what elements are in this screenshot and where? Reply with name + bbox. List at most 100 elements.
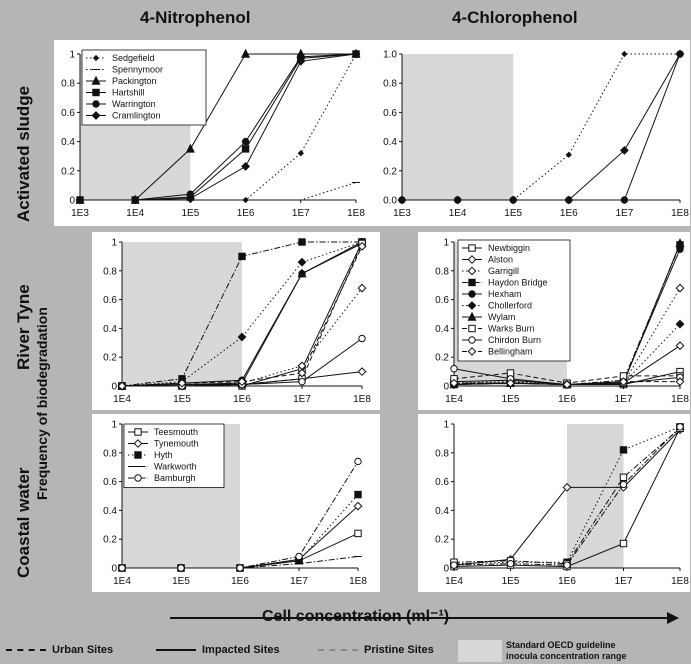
y-tick-label: 1 bbox=[111, 238, 117, 249]
legend-label: Hyth bbox=[154, 450, 173, 460]
legend-label: Sedgefield bbox=[112, 53, 155, 63]
legend-label: Newbiggin bbox=[488, 243, 530, 253]
y-tick-label: 0.2 bbox=[103, 353, 117, 364]
x-tick-label: 1E7 bbox=[615, 394, 633, 405]
series-line bbox=[453, 427, 681, 565]
legend-marker bbox=[134, 474, 142, 482]
data-point bbox=[675, 341, 685, 351]
series-line bbox=[121, 241, 363, 387]
data-point bbox=[675, 319, 685, 329]
data-point bbox=[117, 381, 127, 391]
x-tick-label: 1E5 bbox=[502, 394, 520, 405]
x-tick-label: 1E8 bbox=[349, 576, 367, 587]
data-point bbox=[563, 561, 571, 569]
plot-river-tyne-nitrophenol: 0 0.2 0.4 0.6 0.8 1 1E4 1E5 1E6 1E7 1E8 bbox=[103, 238, 371, 406]
x-tick-label: 1E7 bbox=[292, 208, 310, 219]
data-point bbox=[295, 552, 303, 561]
data-point bbox=[675, 238, 685, 248]
data-point bbox=[236, 564, 244, 572]
y-tick-label: 0.2 bbox=[103, 535, 117, 546]
data-point bbox=[676, 50, 684, 58]
data-point bbox=[354, 529, 362, 538]
data-point bbox=[565, 196, 573, 204]
panel-activated-sludge-chlorophenol: 0.0 0.2 0.4 0.6 0.8 1.0 1E3 1E4 1E5 1E6 1E7 1E8 bbox=[372, 40, 690, 226]
x-tick-label: 1E6 bbox=[558, 576, 576, 587]
series-line bbox=[453, 426, 681, 566]
legend-label: Spennymoor bbox=[112, 65, 163, 75]
legend-marker bbox=[468, 336, 476, 344]
data-point bbox=[118, 564, 126, 572]
y-tick-label: 0.2 bbox=[383, 166, 397, 177]
row-label-coastal-water: Coastal water bbox=[14, 467, 33, 578]
series-bamburgh bbox=[118, 457, 362, 572]
data-point bbox=[506, 559, 515, 568]
legend-label: Warkworth bbox=[154, 462, 197, 472]
y-tick-label: 0.4 bbox=[103, 324, 117, 335]
legend-label: Chirdon Burn bbox=[488, 335, 541, 345]
x-tick-label: 1E6 bbox=[233, 394, 251, 405]
legend-label: Haydon Bridge bbox=[488, 278, 548, 288]
x-tick-label: 1E4 bbox=[113, 576, 131, 587]
legend-label: Tynemouth bbox=[154, 439, 199, 449]
data-point bbox=[358, 334, 366, 343]
series-hartshill bbox=[398, 50, 684, 204]
legend-marker bbox=[134, 451, 142, 459]
data-point bbox=[238, 252, 246, 261]
legend-marker bbox=[468, 290, 476, 298]
legend-label: Bellingham bbox=[488, 347, 533, 357]
legend-urban: Urban Sites bbox=[6, 644, 113, 656]
series-line bbox=[402, 53, 681, 201]
legend-marker bbox=[467, 255, 477, 264]
data-point bbox=[177, 564, 185, 572]
x-tick-label: 1E8 bbox=[671, 394, 689, 405]
data-point bbox=[185, 143, 195, 153]
legend-label: Hartshill bbox=[112, 88, 145, 98]
data-point bbox=[241, 162, 251, 171]
legend-label: Garrigill bbox=[488, 266, 519, 276]
data-point bbox=[357, 367, 367, 377]
legend-marker bbox=[467, 266, 477, 276]
y-tick-label: 0.6 bbox=[435, 477, 449, 488]
y-tick-label: 0.4 bbox=[103, 506, 117, 517]
legend-marker bbox=[468, 278, 476, 287]
x-tick-label: 1E6 bbox=[231, 576, 249, 587]
data-point bbox=[177, 378, 187, 388]
legend-label: Packington bbox=[112, 76, 157, 86]
data-point bbox=[675, 283, 685, 293]
x-tick-label: 1E5 bbox=[502, 576, 520, 587]
data-point bbox=[357, 283, 367, 293]
panel-river-tyne-chlorophenol: 0 0.2 0.4 0.6 0.8 1 1E4 1E5 1E6 1E7 1E8 Newbiggin Al… bbox=[418, 232, 690, 410]
x-tick-label: 1E6 bbox=[558, 394, 576, 405]
y-tick-label: 0.6 bbox=[103, 477, 117, 488]
x-tick-label: 1E8 bbox=[353, 394, 371, 405]
site-type-legend: Urban Sites Impacted Sites Pristine Site… bbox=[0, 640, 691, 664]
y-tick-label: 0.2 bbox=[435, 353, 449, 364]
y-tick-label: 0.6 bbox=[383, 108, 397, 119]
legend-marker bbox=[468, 244, 476, 252]
legend-marker bbox=[467, 301, 477, 310]
data-point bbox=[237, 377, 247, 387]
y-tick-label: 1 bbox=[443, 238, 449, 249]
data-point bbox=[562, 380, 572, 389]
x-tick-label: 1E7 bbox=[290, 576, 308, 587]
oecd-shade-band bbox=[402, 54, 514, 200]
data-point bbox=[353, 501, 363, 511]
legend-label: Cramlington bbox=[112, 111, 161, 121]
data-point bbox=[453, 196, 462, 204]
data-point bbox=[398, 196, 406, 204]
plot-river-tyne-chlorophenol: 0 0.2 0.4 0.6 0.8 1 1E4 1E5 1E6 1E7 1E8 Newbiggin Al… bbox=[435, 238, 689, 406]
data-point bbox=[676, 423, 684, 431]
y-tick-label: 0.8 bbox=[103, 266, 117, 277]
panel-coastal-water-nitrophenol: 0 0.2 0.4 0.6 0.8 1 1E4 1E5 1E6 1E7 1E8 Teesmouth Ty… bbox=[92, 414, 380, 592]
data-point bbox=[450, 561, 458, 569]
y-tick-label: 0.4 bbox=[435, 324, 449, 335]
legend-marker bbox=[467, 347, 477, 356]
data-point bbox=[450, 365, 458, 373]
data-point bbox=[562, 482, 572, 492]
legend-label: Hexham bbox=[488, 289, 522, 299]
data-point bbox=[509, 196, 517, 204]
y-tick-label: 1 bbox=[69, 50, 75, 61]
x-tick-label: 1E3 bbox=[71, 208, 89, 219]
